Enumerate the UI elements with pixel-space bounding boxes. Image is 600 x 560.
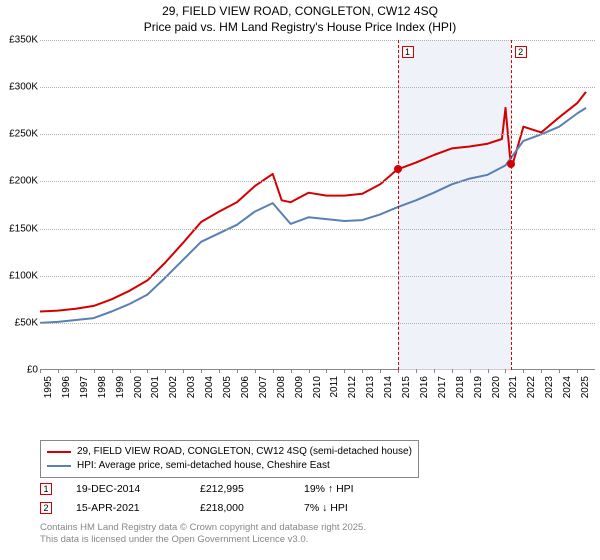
line-svg <box>40 40 595 370</box>
footer-line2: This data is licensed under the Open Gov… <box>40 534 366 546</box>
legend-label: 29, FIELD VIEW ROAD, CONGLETON, CW12 4SQ… <box>77 445 412 459</box>
x-tick <box>273 369 274 373</box>
y-axis-label: £250K <box>0 129 38 140</box>
x-tick <box>309 369 310 373</box>
sale-marker-icon: 2 <box>40 502 52 514</box>
x-tick <box>183 369 184 373</box>
legend-item-price-paid: 29, FIELD VIEW ROAD, CONGLETON, CW12 4SQ… <box>47 445 412 459</box>
x-tick <box>58 369 59 373</box>
sale-rows: 1 19-DEC-2014 £212,995 19% ↑ HPI 2 15-AP… <box>40 480 384 518</box>
sale-marker-box: 1 <box>402 46 414 58</box>
y-axis-label: £200K <box>0 176 38 187</box>
gridline <box>40 276 595 277</box>
x-tick <box>452 369 453 373</box>
x-tick <box>416 369 417 373</box>
title-block: 29, FIELD VIEW ROAD, CONGLETON, CW12 4SQ… <box>0 0 600 35</box>
y-axis-label: £350K <box>0 35 38 46</box>
sale-date: 15-APR-2021 <box>76 499 176 518</box>
x-tick <box>237 369 238 373</box>
sale-marker-icon: 1 <box>40 483 52 495</box>
y-axis-label: £150K <box>0 223 38 234</box>
chart-area: £0£50K£100K£150K£200K£250K£300K£350K12 1… <box>40 40 595 400</box>
x-tick <box>344 369 345 373</box>
x-tick <box>147 369 148 373</box>
x-tick <box>112 369 113 373</box>
x-tick <box>362 369 363 373</box>
plot: £0£50K£100K£150K£200K£250K£300K£350K12 <box>40 40 595 370</box>
sale-marker-box: 2 <box>515 46 527 58</box>
legend-swatch <box>47 465 71 467</box>
sale-marker-line <box>511 40 512 370</box>
x-tick <box>130 369 131 373</box>
legend-item-hpi: HPI: Average price, semi-detached house,… <box>47 459 412 473</box>
gridline <box>40 40 595 41</box>
sale-price: £218,000 <box>200 499 280 518</box>
x-tick <box>541 369 542 373</box>
legend-label: HPI: Average price, semi-detached house,… <box>77 459 330 473</box>
sale-row-2: 2 15-APR-2021 £218,000 7% ↓ HPI <box>40 499 384 518</box>
y-axis-label: £300K <box>0 82 38 93</box>
y-axis-label: £0 <box>0 365 38 376</box>
x-tick <box>219 369 220 373</box>
gridline <box>40 87 595 88</box>
x-tick <box>40 369 41 373</box>
legend-swatch <box>47 451 71 453</box>
sale-price: £212,995 <box>200 480 280 499</box>
sale-marker-line <box>398 40 399 370</box>
chart-container: 29, FIELD VIEW ROAD, CONGLETON, CW12 4SQ… <box>0 0 600 560</box>
x-tick <box>434 369 435 373</box>
x-tick <box>201 369 202 373</box>
footer-line1: Contains HM Land Registry data © Crown c… <box>40 522 366 534</box>
x-tick <box>76 369 77 373</box>
x-tick <box>559 369 560 373</box>
sale-hpi-delta: 19% ↑ HPI <box>304 480 384 499</box>
sale-row-1: 1 19-DEC-2014 £212,995 19% ↑ HPI <box>40 480 384 499</box>
gridline <box>40 229 595 230</box>
x-axis-label: 2025 <box>580 376 600 398</box>
y-axis-label: £50K <box>0 317 38 328</box>
title-line1: 29, FIELD VIEW ROAD, CONGLETON, CW12 4SQ <box>0 4 600 20</box>
sale-hpi-delta: 7% ↓ HPI <box>304 499 384 518</box>
x-tick <box>488 369 489 373</box>
series-hpi <box>40 108 586 323</box>
x-tick <box>523 369 524 373</box>
x-tick <box>326 369 327 373</box>
gridline <box>40 134 595 135</box>
x-tick <box>505 369 506 373</box>
gridline <box>40 181 595 182</box>
x-tick <box>291 369 292 373</box>
x-tick <box>165 369 166 373</box>
x-tick <box>94 369 95 373</box>
footer: Contains HM Land Registry data © Crown c… <box>40 522 366 547</box>
title-line2: Price paid vs. HM Land Registry's House … <box>0 20 600 36</box>
sale-dot <box>507 160 515 168</box>
y-axis-label: £100K <box>0 270 38 281</box>
x-tick <box>470 369 471 373</box>
x-tick <box>255 369 256 373</box>
series-price_paid <box>40 92 586 312</box>
legend: 29, FIELD VIEW ROAD, CONGLETON, CW12 4SQ… <box>40 440 419 478</box>
sale-dot <box>394 165 402 173</box>
x-tick <box>380 369 381 373</box>
x-tick <box>577 369 578 373</box>
sale-date: 19-DEC-2014 <box>76 480 176 499</box>
gridline <box>40 323 595 324</box>
